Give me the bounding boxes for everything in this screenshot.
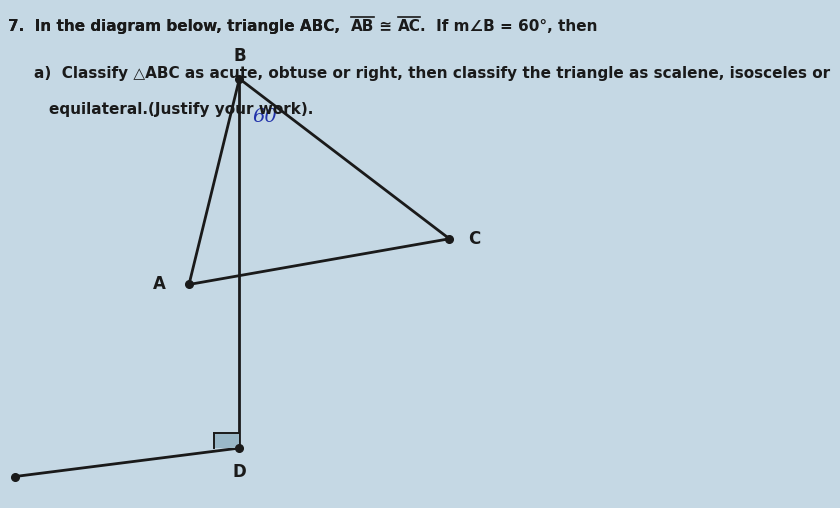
Text: AC: AC: [397, 19, 420, 35]
Text: C: C: [468, 230, 480, 248]
Text: a)  Classify △ABC as acute, obtuse or right, then classify the triangle as scale: a) Classify △ABC as acute, obtuse or rig…: [34, 66, 830, 81]
Text: B: B: [233, 47, 246, 65]
Text: 7.  In the diagram below, triangle ABC,: 7. In the diagram below, triangle ABC,: [8, 19, 351, 35]
Text: 7.  In the diagram below, triangle ABC,: 7. In the diagram below, triangle ABC,: [8, 19, 351, 35]
Text: A: A: [153, 275, 165, 294]
Text: ≅: ≅: [375, 19, 397, 35]
Text: equilateral.(Justify your work).: equilateral.(Justify your work).: [49, 102, 313, 117]
Text: AB: AB: [351, 19, 375, 35]
Text: D: D: [233, 463, 246, 481]
Text: 60: 60: [252, 108, 277, 126]
Polygon shape: [214, 433, 239, 448]
Text: .  If m∠B = 60°, then: . If m∠B = 60°, then: [420, 19, 598, 35]
